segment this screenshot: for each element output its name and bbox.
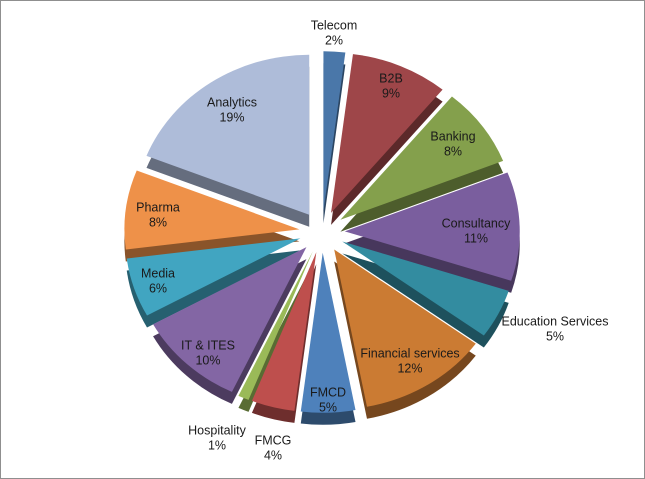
slice-label-it-ites: IT & ITES 10% [181, 339, 235, 368]
slice-label-media: Media 6% [141, 267, 175, 296]
slice-label-telecom: Telecom 2% [311, 19, 358, 48]
pie-slice-hospitality[interactable] [238, 251, 313, 400]
pie-slice-fmcg[interactable] [251, 252, 317, 411]
pie-slice-fmcd[interactable] [300, 252, 356, 413]
slice-label-pharma: Pharma 8% [136, 201, 180, 230]
slice-label-education-services: Education Services 5% [501, 315, 608, 344]
pie-slice-financial-services[interactable] [334, 249, 476, 407]
slice-label-consultancy: Consultancy 11% [442, 217, 512, 246]
pie-slice-telecom[interactable] [323, 51, 346, 212]
slice-label-analytics: Analytics 19% [207, 96, 257, 125]
pie-slice-education-services[interactable] [342, 241, 509, 336]
pie-slice-pharma[interactable] [124, 170, 300, 250]
pie-slice-media[interactable] [126, 238, 301, 316]
slice-label-hospitality: Hospitality 1% [188, 424, 246, 453]
slice-label-fmcg: FMCG 4% [255, 434, 292, 463]
pie-slice-b2b[interactable] [331, 54, 443, 213]
pie-slice-layer [124, 51, 520, 413]
pie-slice-it-ites[interactable] [153, 247, 307, 392]
slice-label-fmcd: FMCD 5% [310, 386, 346, 415]
pie-slice-consultancy[interactable] [344, 172, 520, 281]
pie-slice-banking[interactable] [340, 96, 504, 220]
slice-label-layer: Telecom 2% B2B 9% Banking 8% Consultancy 11% Edu… [136, 19, 608, 463]
slice-label-banking: Banking 8% [430, 130, 475, 159]
pie-slice-analytics[interactable] [146, 54, 310, 215]
slice-label-financial-services: Financial services 12% [360, 347, 459, 376]
slice-label-b2b: B2B 9% [379, 72, 403, 101]
